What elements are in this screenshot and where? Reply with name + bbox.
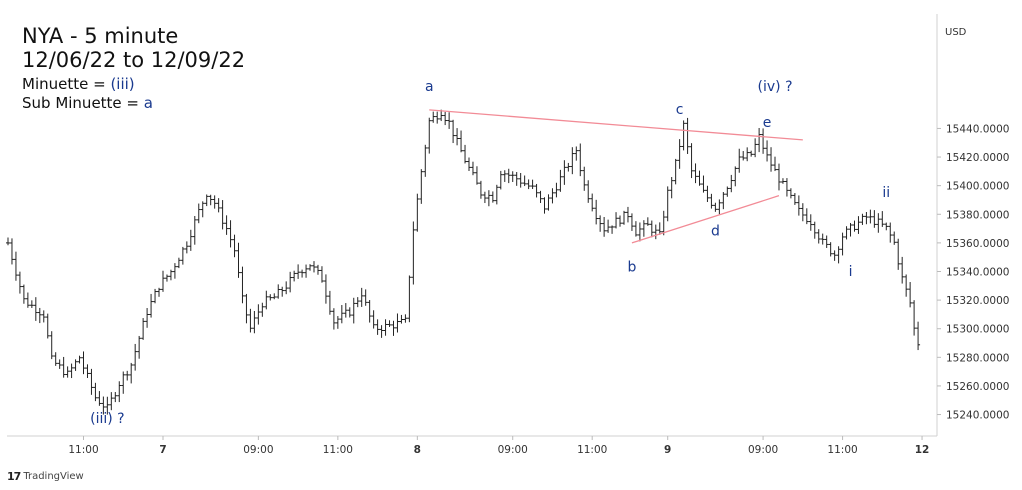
x-axis-ticks[interactable]: 11:00 7 09:00 11:00 8 09:00 11:00 9 09:00 11:00 12	[68, 436, 929, 456]
subminuette-label: Sub Minuette =	[22, 94, 144, 112]
tradingview-brand[interactable]: 17 TradingView	[7, 470, 84, 483]
wave-label: d	[711, 224, 720, 240]
currency-label: USD	[945, 27, 967, 38]
y-tick-label: 15280.0000	[946, 352, 1009, 364]
wave-label: (iii) ?	[90, 411, 124, 427]
tradingview-logo-icon: 17	[7, 470, 21, 483]
y-tick-label: 15320.0000	[946, 295, 1009, 307]
y-tick-label: 15340.0000	[946, 266, 1009, 278]
y-tick-label: 15360.0000	[946, 238, 1009, 250]
wave-label: (iv) ?	[758, 79, 793, 95]
x-tick-label: 11:00	[68, 444, 98, 456]
x-tick-label: 09:00	[243, 444, 273, 456]
wave-label: c	[676, 102, 684, 118]
y-tick-label: 15240.0000	[946, 410, 1009, 422]
x-tick-label: 9	[664, 444, 671, 456]
trendline	[631, 195, 780, 244]
brand-label: TradingView	[23, 471, 84, 482]
wave-label: i	[849, 264, 853, 280]
y-tick-label: 15300.0000	[946, 324, 1009, 336]
y-tick-label: 15260.0000	[946, 381, 1009, 393]
subminuette-line: Sub Minuette = a	[22, 94, 153, 112]
x-tick-label: 12	[915, 444, 930, 456]
ohlc-bars	[6, 109, 921, 415]
minuette-label: Minuette =	[22, 75, 111, 93]
trendlines	[429, 109, 803, 244]
wave-label: a	[425, 79, 434, 95]
wave-label: ii	[882, 185, 890, 201]
x-tick-label: 11:00	[577, 444, 607, 456]
wave-label: b	[627, 259, 636, 275]
x-tick-label: 09:00	[748, 444, 778, 456]
y-axis-ticks[interactable]: 15240.0000 15260.0000 15280.0000 15300.0000…	[937, 123, 1009, 422]
wave-label: e	[763, 115, 772, 131]
subminuette-value: a	[143, 94, 153, 112]
x-tick-label: 7	[159, 444, 166, 456]
x-tick-label: 09:00	[498, 444, 528, 456]
axes: USD	[7, 14, 967, 437]
chart-title: NYA - 5 minute	[22, 24, 179, 48]
x-tick-label: 11:00	[323, 444, 353, 456]
y-tick-label: 15420.0000	[946, 152, 1009, 164]
minuette-line: Minuette = (iii)	[22, 75, 135, 93]
x-tick-label: 8	[414, 444, 421, 456]
trendline	[429, 109, 803, 141]
date-range: 12/06/22 to 12/09/22	[22, 48, 246, 72]
y-tick-label: 15440.0000	[946, 123, 1009, 135]
y-tick-label: 15400.0000	[946, 181, 1009, 193]
y-tick-label: 15380.0000	[946, 209, 1009, 221]
x-tick-label: 11:00	[827, 444, 857, 456]
minuette-value: (iii)	[110, 75, 135, 93]
